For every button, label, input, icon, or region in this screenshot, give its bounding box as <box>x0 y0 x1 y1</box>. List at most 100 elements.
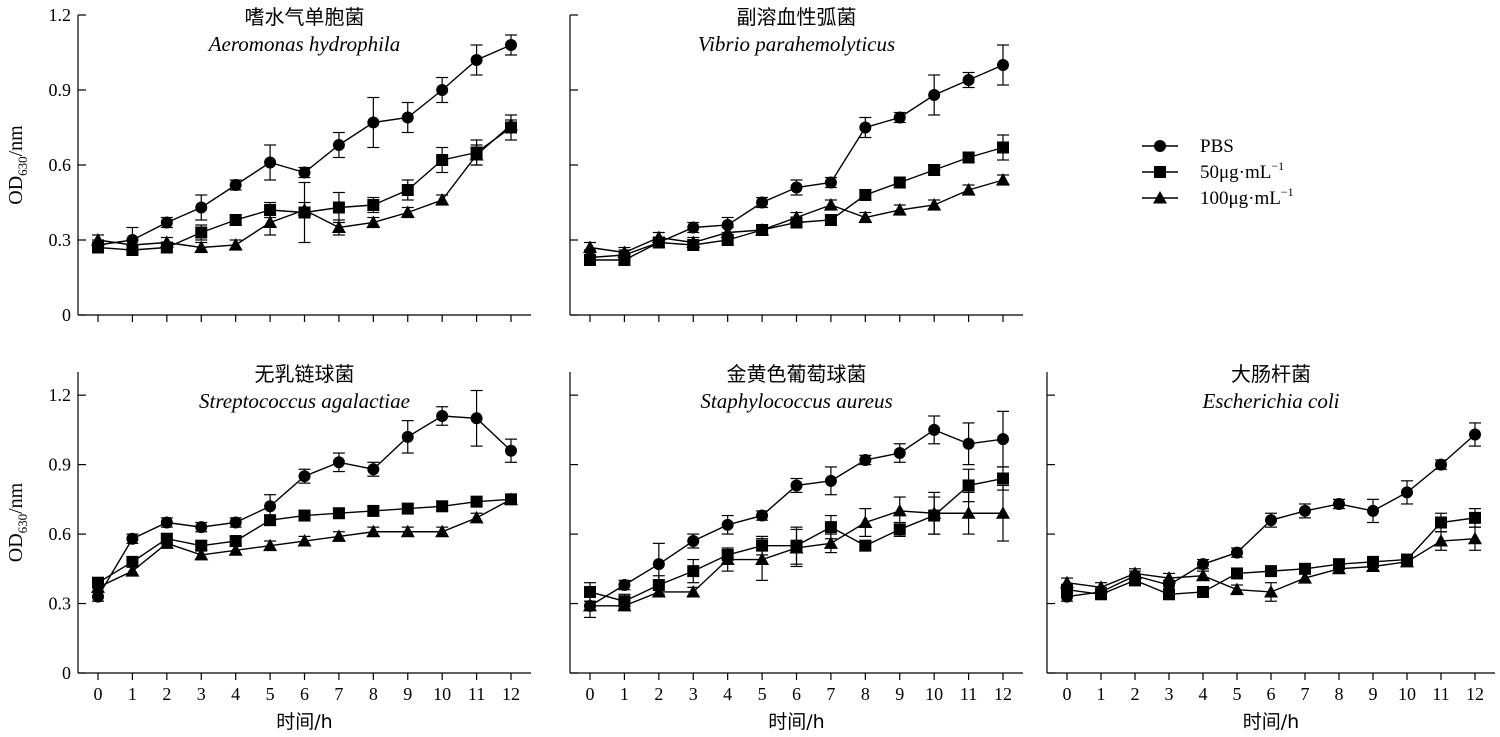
data-point <box>367 504 380 517</box>
x-tick-label: 4 <box>231 684 240 704</box>
data-point <box>652 558 665 571</box>
data-point <box>824 474 837 487</box>
data-point <box>505 39 517 51</box>
y-tick-label: 0.9 <box>49 455 72 475</box>
data-point <box>367 199 380 211</box>
data-point <box>858 515 873 528</box>
data-point <box>1332 561 1346 575</box>
data-point <box>1401 486 1413 499</box>
x-tick-label: 2 <box>1131 684 1140 704</box>
data-point <box>228 543 243 556</box>
x-tick-label: 4 <box>723 684 732 704</box>
legend-marker-circle <box>1154 140 1166 152</box>
data-point <box>195 521 208 534</box>
legend-label: 100μg·mL−1 <box>1200 185 1294 209</box>
chart-panel-3: 00.30.60.91.20 1 2 3 4 5 6 7 8 9 10 11 12时间/hOD630/n… <box>5 362 531 733</box>
data-point <box>824 176 837 189</box>
data-point <box>893 523 906 536</box>
data-point <box>823 536 838 549</box>
x-tick-label: 6 <box>792 684 801 704</box>
legend-label: 50μg·mL−1 <box>1200 159 1284 183</box>
series-line <box>589 429 1004 607</box>
y-tick-label: 1.2 <box>49 5 72 25</box>
chart-panel-4: 0 1 2 3 4 5 6 7 8 9 10 11 12时间/h金黄色葡萄球菌Staphylococcu… <box>569 362 1023 733</box>
data-point <box>1197 558 1209 571</box>
legend-label-superscript: −1 <box>1281 185 1294 199</box>
y-tick-label: 0.3 <box>49 594 72 614</box>
data-point <box>229 516 242 529</box>
y-axis-label-main: OD <box>5 176 27 205</box>
data-point <box>470 54 483 66</box>
data-point <box>687 221 700 234</box>
data-point <box>332 456 345 469</box>
y-tick-label: 0.6 <box>49 524 72 544</box>
data-point <box>824 214 837 226</box>
legend-label-text: PBS <box>1200 136 1234 157</box>
data-point <box>195 539 208 552</box>
data-point <box>1163 588 1175 601</box>
legend-label-superscript: −1 <box>1271 159 1284 173</box>
series-triangle <box>1060 526 1482 602</box>
x-tick-label: 9 <box>403 684 412 704</box>
data-point <box>435 524 450 538</box>
x-tick-label: 8 <box>369 684 378 704</box>
panel-title: 嗜水气单胞菌 <box>245 5 365 29</box>
y-axis-label-subscript: 630 <box>15 514 30 534</box>
x-tick-label: 4 <box>1199 684 1208 704</box>
series-line <box>589 64 1004 259</box>
y-tick-label: 1.2 <box>49 385 72 405</box>
data-point <box>470 412 483 425</box>
data-point <box>928 89 941 101</box>
data-point <box>687 535 700 548</box>
data-point <box>823 198 838 211</box>
data-point <box>229 214 242 226</box>
series-triangle <box>583 173 1010 259</box>
data-point <box>1231 546 1243 559</box>
x-tick-label: 7 <box>826 684 835 704</box>
data-point <box>1299 504 1311 517</box>
data-point <box>1299 562 1311 575</box>
data-point <box>401 502 414 515</box>
data-point <box>790 181 803 194</box>
data-point <box>756 509 769 522</box>
data-point <box>618 579 631 592</box>
data-point <box>755 223 770 236</box>
data-point <box>229 535 242 548</box>
panel-subtitle: Escherichia coli <box>1201 389 1339 413</box>
data-point <box>892 203 907 216</box>
data-point <box>1231 567 1243 580</box>
x-tick-label: 8 <box>1335 684 1344 704</box>
data-point <box>1435 516 1447 529</box>
x-tick-label: 3 <box>689 684 698 704</box>
data-point <box>367 116 380 129</box>
panel-subtitle: Streptococcus agalactiae <box>199 389 410 413</box>
data-point <box>1333 497 1345 510</box>
data-point <box>893 447 906 460</box>
data-point <box>332 201 345 214</box>
data-point <box>229 179 242 191</box>
data-point <box>367 463 380 476</box>
x-tick-label: 2 <box>654 684 663 704</box>
x-tick-label: 12 <box>994 684 1012 704</box>
data-point <box>436 409 449 422</box>
data-point <box>1230 582 1244 596</box>
data-point <box>263 538 278 552</box>
data-point <box>504 492 518 505</box>
x-tick-label: 11 <box>468 684 485 704</box>
x-tick-label: 12 <box>1466 684 1484 704</box>
x-axis-label: 时间/h <box>768 711 824 733</box>
data-point <box>126 532 139 545</box>
y-tick-label: 0.9 <box>49 80 72 100</box>
data-point <box>126 555 139 568</box>
x-tick-label: 10 <box>925 684 943 704</box>
data-point <box>194 547 209 561</box>
data-point <box>1435 458 1447 471</box>
data-point <box>962 74 975 86</box>
data-point <box>436 154 449 166</box>
x-tick-label: 7 <box>334 684 343 704</box>
data-point <box>264 500 277 513</box>
data-point <box>1197 585 1209 598</box>
panel-title: 金黄色葡萄球菌 <box>727 362 867 386</box>
x-tick-label: 7 <box>1301 684 1310 704</box>
